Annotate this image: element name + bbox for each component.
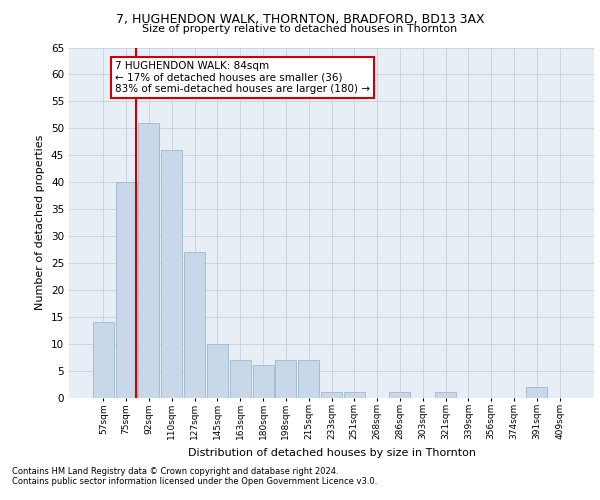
Bar <box>139 123 160 398</box>
Bar <box>230 360 251 398</box>
Bar <box>161 150 182 398</box>
Bar <box>321 392 342 398</box>
Bar <box>253 365 274 398</box>
X-axis label: Distribution of detached houses by size in Thornton: Distribution of detached houses by size … <box>187 448 476 458</box>
Y-axis label: Number of detached properties: Number of detached properties <box>35 135 46 310</box>
Bar <box>275 360 296 398</box>
Bar <box>93 322 114 398</box>
Bar <box>435 392 456 398</box>
Bar <box>344 392 365 398</box>
Bar <box>184 252 205 398</box>
Text: 7, HUGHENDON WALK, THORNTON, BRADFORD, BD13 3AX: 7, HUGHENDON WALK, THORNTON, BRADFORD, B… <box>116 12 484 26</box>
Bar <box>116 182 137 398</box>
Bar <box>526 386 547 398</box>
Text: Size of property relative to detached houses in Thornton: Size of property relative to detached ho… <box>142 24 458 34</box>
Text: Contains public sector information licensed under the Open Government Licence v3: Contains public sector information licen… <box>12 477 377 486</box>
Bar <box>207 344 228 398</box>
Bar <box>389 392 410 398</box>
Bar <box>298 360 319 398</box>
Text: Contains HM Land Registry data © Crown copyright and database right 2024.: Contains HM Land Registry data © Crown c… <box>12 467 338 476</box>
Text: 7 HUGHENDON WALK: 84sqm
← 17% of detached houses are smaller (36)
83% of semi-de: 7 HUGHENDON WALK: 84sqm ← 17% of detache… <box>115 61 370 94</box>
